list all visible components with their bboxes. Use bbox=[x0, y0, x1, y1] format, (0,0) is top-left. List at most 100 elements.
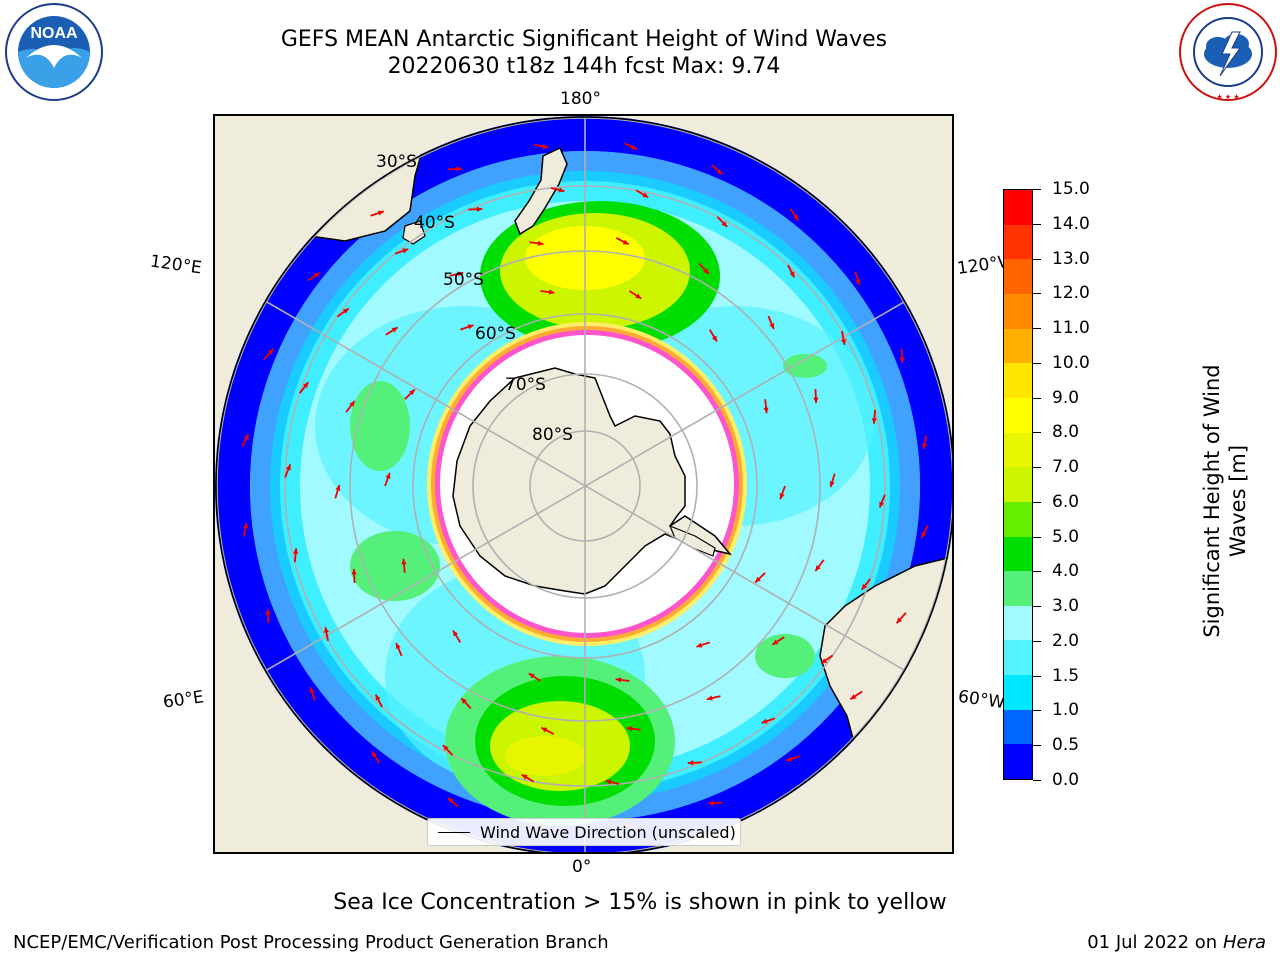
colorbar-tick-label: 6.0 bbox=[1052, 491, 1080, 512]
map-boundary bbox=[215, 116, 952, 852]
colorbar-tick-mark bbox=[1033, 675, 1041, 677]
nws-logo: ★ ★ ★ bbox=[1179, 3, 1277, 101]
wind-wave-arrowhead bbox=[401, 558, 407, 565]
wind-wave-arrowhead bbox=[829, 481, 835, 488]
wind-wave-arrowhead bbox=[243, 434, 249, 441]
colorbar-tick-mark bbox=[1033, 745, 1041, 747]
wind-wave-arrowhead bbox=[899, 357, 905, 363]
colorbar-tick-mark bbox=[1033, 780, 1041, 781]
colorbar-tick-mark bbox=[1033, 501, 1041, 503]
wind-wave-arrowhead bbox=[708, 800, 714, 806]
footer-credit: NCEP/EMC/Verification Post Processing Pr… bbox=[13, 932, 609, 953]
colorbar-tick-label: 9.0 bbox=[1052, 387, 1080, 408]
colorbar-segment bbox=[1004, 744, 1032, 779]
colorbar bbox=[1003, 189, 1033, 780]
wind-wave-arrowhead bbox=[896, 617, 903, 624]
wind-wave-arrowhead bbox=[313, 272, 320, 278]
wind-wave-arrowhead bbox=[821, 658, 828, 664]
colorbar-tick-mark bbox=[1033, 571, 1041, 573]
wind-wave-arrowhead bbox=[779, 493, 785, 500]
colorbar-tick-label: 7.0 bbox=[1052, 457, 1080, 478]
colorbar-segment bbox=[1004, 571, 1032, 606]
noaa-logo-text: NOAA bbox=[30, 25, 78, 42]
wind-wave-arrowhead bbox=[786, 756, 793, 762]
wind-wave-arrowhead bbox=[371, 751, 377, 758]
wind-wave-arrowhead bbox=[461, 698, 467, 704]
new-zealand-landmass bbox=[514, 146, 568, 236]
lat-label-70s: 70°S bbox=[505, 375, 546, 395]
colorbar-segment bbox=[1004, 328, 1032, 364]
wind-wave-arrows bbox=[241, 142, 929, 830]
footer-machine: Hera bbox=[1222, 932, 1266, 953]
meridian-lines bbox=[215, 116, 952, 852]
colorbar-segment bbox=[1004, 432, 1032, 468]
legend-line-sample bbox=[438, 831, 470, 833]
wind-wave-arrowhead bbox=[855, 278, 861, 285]
footer-date: 01 Jul 2022 on Hera bbox=[1087, 932, 1266, 953]
wind-wave-arrowhead bbox=[721, 221, 728, 227]
colorbar-segment bbox=[1004, 190, 1032, 225]
lat-label-80s: 80°S bbox=[532, 425, 573, 445]
colorbar-tick-mark bbox=[1033, 223, 1041, 225]
wind-wave-arrowhead bbox=[467, 324, 474, 330]
colorbar-segment bbox=[1004, 536, 1032, 572]
colorbar-tick-mark bbox=[1033, 640, 1041, 642]
wind-wave-arrowhead bbox=[409, 389, 415, 396]
colorbar-tick-label: 2.0 bbox=[1052, 630, 1080, 651]
colorbar-tick-label: 13.0 bbox=[1052, 248, 1090, 269]
wind-wave-arrowhead bbox=[302, 382, 309, 389]
wind-wave-arrowhead bbox=[815, 565, 821, 572]
colorbar-segment bbox=[1004, 294, 1032, 329]
colorbar-tick-mark bbox=[1033, 432, 1041, 434]
colorbar-tick-label: 15.0 bbox=[1052, 179, 1090, 199]
wind-wave-arrowhead bbox=[711, 335, 717, 342]
colorbar-segment bbox=[1004, 397, 1032, 433]
wind-wave-arrowhead bbox=[772, 639, 779, 645]
colorbar-tick-mark bbox=[1033, 536, 1041, 538]
antarctica-landmass bbox=[452, 367, 732, 595]
wind-wave-arrowhead bbox=[375, 694, 381, 701]
legend-label: Wind Wave Direction (unscaled) bbox=[480, 822, 736, 842]
colorbar-tick-label: 8.0 bbox=[1052, 422, 1080, 443]
colorbar-tick-label: 0.0 bbox=[1052, 770, 1080, 790]
colorbar-label-line2: Waves [m] bbox=[1226, 444, 1250, 558]
wind-wave-arrowhead bbox=[377, 210, 384, 216]
wind-wave-arrowhead bbox=[351, 568, 357, 575]
antarctic-map bbox=[215, 116, 952, 852]
wind-wave-arrowhead bbox=[265, 609, 271, 615]
wind-wave-arrowhead bbox=[841, 339, 847, 345]
colorbar-tick-label: 0.5 bbox=[1052, 735, 1080, 756]
colorbar-tick-mark bbox=[1033, 189, 1041, 190]
wind-wave-arrowhead bbox=[558, 187, 565, 193]
wind-wave-arrowhead bbox=[335, 484, 341, 491]
noaa-logo: NOAA bbox=[5, 3, 103, 101]
wind-wave-arrowhead bbox=[763, 407, 769, 414]
wind-wave-arrowhead bbox=[921, 443, 928, 450]
wind-wave-arrowhead bbox=[793, 214, 799, 221]
colorbar-tick-label: 3.0 bbox=[1052, 596, 1080, 617]
lat-label-60s: 60°S bbox=[475, 324, 516, 344]
wind-wave-arrowhead bbox=[309, 687, 315, 694]
colorbar-segment bbox=[1004, 675, 1032, 710]
colorbar-tick-label: 10.0 bbox=[1052, 352, 1090, 373]
colorbar-tick-label: 1.5 bbox=[1052, 665, 1080, 686]
wind-wave-arrowhead bbox=[349, 400, 355, 407]
svg-text:★ ★ ★: ★ ★ ★ bbox=[1216, 93, 1239, 101]
wind-wave-arrowhead bbox=[789, 271, 795, 278]
wind-wave-arrowhead bbox=[391, 327, 398, 333]
colorbar-tick-mark bbox=[1033, 362, 1041, 364]
wind-wave-arrowhead bbox=[541, 727, 548, 733]
wind-wave-arrowhead bbox=[453, 630, 459, 637]
colorbar-segment bbox=[1004, 467, 1032, 502]
colorbar-tick-label: 4.0 bbox=[1052, 561, 1080, 582]
wind-wave-arrowhead bbox=[703, 268, 709, 274]
wind-wave-arrowhead bbox=[542, 143, 549, 150]
colorbar-label: Significant Height of Wind Waves [m] bbox=[1199, 351, 1251, 651]
lat-label-50s: 50°S bbox=[443, 270, 484, 290]
wind-wave-arrowhead bbox=[761, 718, 768, 724]
colorbar-tick-label: 5.0 bbox=[1052, 526, 1080, 547]
colorbar-segment bbox=[1004, 709, 1032, 745]
wind-wave-arrowhead bbox=[696, 642, 703, 648]
wind-wave-arrowhead bbox=[813, 397, 819, 404]
wind-wave-arrowhead bbox=[293, 548, 299, 554]
